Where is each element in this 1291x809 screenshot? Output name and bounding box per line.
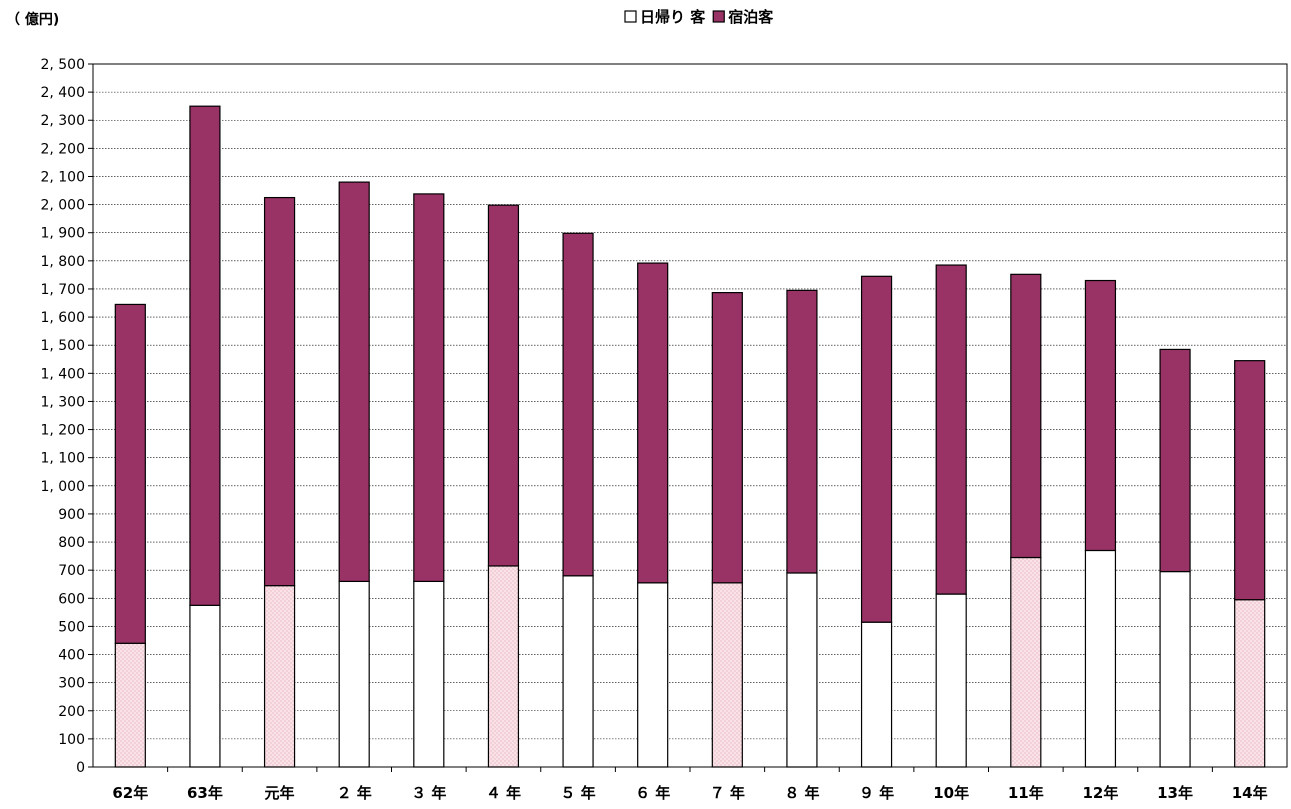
- y-tick-label: 1, 400: [40, 366, 85, 382]
- y-tick-label: 1, 900: [40, 226, 85, 242]
- x-tick-label: ６ 年: [635, 784, 670, 802]
- bar-overnight: [487, 204, 520, 567]
- x-tick-label: 63年: [187, 784, 223, 802]
- bar-daytrip: [1234, 599, 1266, 768]
- x-tick-label: ７ 年: [710, 784, 745, 802]
- y-tick-label: 400: [58, 648, 85, 664]
- y-tick-label: 100: [58, 732, 85, 748]
- y-tick-label: 1, 500: [40, 338, 85, 354]
- y-tick-label: 2, 000: [40, 198, 85, 214]
- x-tick-label: ８ 年: [784, 784, 819, 802]
- x-tick-label: ９ 年: [859, 784, 894, 802]
- y-tick-label: 300: [58, 676, 85, 692]
- y-tick-label: 2, 200: [40, 141, 85, 157]
- legend-label: 日帰り 客: [640, 8, 706, 26]
- y-tick-label: 1, 800: [40, 254, 85, 270]
- y-tick-label: 1, 700: [40, 282, 85, 298]
- bar-daytrip: [413, 580, 445, 768]
- legend-swatch: [712, 10, 725, 23]
- bar-daytrip: [114, 642, 146, 768]
- y-tick-label: 1, 200: [40, 423, 85, 439]
- legend: 日帰り 客 宿泊客: [624, 8, 774, 26]
- y-tick-label: 200: [58, 704, 85, 720]
- y-tick-label: 2, 300: [40, 113, 85, 129]
- bar-daytrip: [1159, 570, 1191, 768]
- bar-daytrip: [711, 582, 743, 768]
- y-tick-label: 1, 100: [40, 451, 85, 467]
- y-tick-label: 600: [58, 591, 85, 607]
- x-tick-label: ５ 年: [560, 784, 595, 802]
- bar-overnight: [1084, 279, 1117, 552]
- bar-overnight: [1159, 348, 1191, 573]
- bar-daytrip: [1010, 556, 1042, 768]
- x-tick-label: 10年: [933, 784, 969, 802]
- bar-overnight: [562, 232, 594, 577]
- bar-daytrip: [189, 604, 221, 768]
- bar-daytrip: [263, 585, 296, 768]
- bar-overnight: [935, 264, 967, 595]
- bar-overnight: [338, 181, 370, 583]
- y-tick-label: 1, 300: [40, 394, 85, 410]
- y-tick-label: 700: [58, 563, 85, 579]
- bar-daytrip: [637, 582, 669, 768]
- bar-daytrip: [562, 575, 594, 768]
- plot-frame: [92, 63, 1288, 768]
- bar-daytrip: [487, 565, 520, 768]
- bar-overnight: [637, 262, 669, 584]
- bar-overnight: [860, 275, 893, 623]
- y-tick-label: 900: [58, 507, 85, 523]
- legend-label: 宿泊客: [728, 8, 774, 26]
- y-tick-label: 2, 100: [40, 169, 85, 185]
- y-tick-label: 2, 500: [40, 57, 85, 73]
- y-tick-label: 1, 000: [40, 479, 85, 495]
- bar-daytrip: [935, 593, 967, 768]
- bar-overnight: [413, 193, 445, 583]
- y-tick-label: 0: [76, 760, 85, 776]
- x-axis-ticks: 62年 63年 元年 ２ 年 ３ 年 ４ 年 ５ 年 ６ 年 ７ 年 ８ 年 ９ 年 10年 11年 12…: [112, 767, 1268, 802]
- bar-daytrip: [338, 580, 370, 768]
- bar-overnight: [786, 289, 818, 574]
- y-tick-label: 1, 600: [40, 310, 85, 326]
- x-tick-label: 62年: [112, 784, 148, 802]
- bar-daytrip: [786, 572, 818, 768]
- bar-overnight: [711, 292, 743, 584]
- x-tick-label: 元年: [265, 784, 295, 802]
- x-tick-label: 12年: [1083, 784, 1119, 802]
- bar-daytrip: [860, 621, 893, 768]
- y-unit-label: （ 億円): [6, 11, 59, 28]
- bar-overnight: [1010, 273, 1042, 559]
- x-tick-label: ３ 年: [411, 784, 446, 802]
- y-tick-label: 500: [58, 619, 85, 635]
- x-tick-label: 13年: [1157, 784, 1193, 802]
- x-tick-label: ２ 年: [337, 784, 372, 802]
- bar-daytrip: [1084, 549, 1117, 768]
- legend-swatch: [624, 10, 637, 23]
- x-tick-label: ４ 年: [486, 784, 521, 802]
- y-tick-label: 2, 400: [40, 85, 85, 101]
- bar-overnight: [114, 303, 146, 644]
- bars: [114, 105, 1266, 768]
- bar-overnight: [189, 105, 221, 606]
- y-tick-label: 800: [58, 535, 85, 551]
- y-axis-ticks: 0 100 200 300 400 500 600 700 800 900 1, 000 1, 100…: [40, 57, 93, 776]
- bar-overnight: [263, 196, 296, 587]
- x-tick-label: 14年: [1232, 784, 1268, 802]
- bar-overnight: [1234, 360, 1266, 601]
- x-tick-label: 11年: [1008, 784, 1044, 802]
